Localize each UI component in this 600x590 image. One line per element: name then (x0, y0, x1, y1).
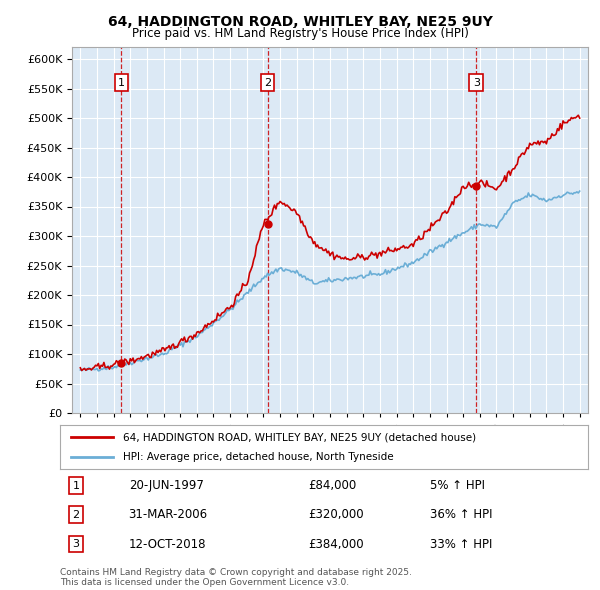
Text: 2: 2 (264, 78, 271, 87)
Text: 5% ↑ HPI: 5% ↑ HPI (430, 479, 485, 492)
Text: 3: 3 (73, 539, 79, 549)
Text: 3: 3 (473, 78, 480, 87)
Text: This data is licensed under the Open Government Licence v3.0.: This data is licensed under the Open Gov… (60, 578, 349, 587)
Text: HPI: Average price, detached house, North Tyneside: HPI: Average price, detached house, Nort… (124, 452, 394, 461)
Text: £320,000: £320,000 (308, 508, 364, 522)
Text: 20-JUN-1997: 20-JUN-1997 (128, 479, 203, 492)
Text: 1: 1 (118, 78, 125, 87)
Text: 64, HADDINGTON ROAD, WHITLEY BAY, NE25 9UY (detached house): 64, HADDINGTON ROAD, WHITLEY BAY, NE25 9… (124, 432, 476, 442)
Text: £384,000: £384,000 (308, 537, 364, 550)
Text: 36% ↑ HPI: 36% ↑ HPI (430, 508, 492, 522)
Text: 1: 1 (73, 480, 79, 490)
Text: Contains HM Land Registry data © Crown copyright and database right 2025.: Contains HM Land Registry data © Crown c… (60, 568, 412, 576)
Text: 2: 2 (72, 510, 79, 520)
Text: 33% ↑ HPI: 33% ↑ HPI (430, 537, 492, 550)
Text: 12-OCT-2018: 12-OCT-2018 (128, 537, 206, 550)
Text: 31-MAR-2006: 31-MAR-2006 (128, 508, 208, 522)
Text: 64, HADDINGTON ROAD, WHITLEY BAY, NE25 9UY: 64, HADDINGTON ROAD, WHITLEY BAY, NE25 9… (107, 15, 493, 29)
Text: Price paid vs. HM Land Registry's House Price Index (HPI): Price paid vs. HM Land Registry's House … (131, 27, 469, 40)
Text: £84,000: £84,000 (308, 479, 356, 492)
